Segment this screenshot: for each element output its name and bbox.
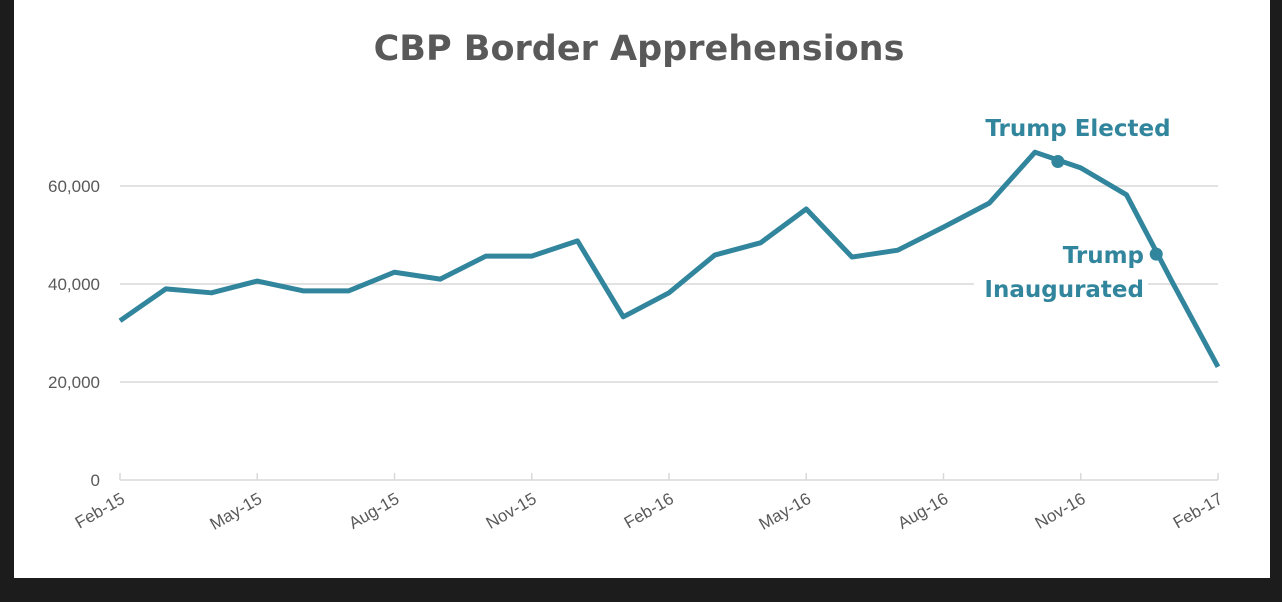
- trump-inaugurated-marker: [1149, 247, 1163, 261]
- trump-elected-marker: [1051, 155, 1065, 168]
- trump-elected-label: Trump Elected: [985, 116, 1170, 142]
- y-tick-label: 0: [91, 471, 100, 490]
- x-tick-label: Nov-15: [483, 489, 540, 533]
- x-tick-label: Nov-16: [1032, 489, 1089, 533]
- x-tick-label: Aug-16: [895, 489, 952, 533]
- y-tick-label: 40,000: [48, 275, 100, 294]
- chart-panel: CBP Border Apprehensions 0 20,000 40,000 60…: [14, 0, 1270, 578]
- trump-inaugurated-label: Trump: [1063, 243, 1144, 269]
- x-tick-label: May-15: [207, 489, 266, 534]
- y-tick-label: 20,000: [48, 373, 100, 392]
- x-tick-label: Feb-15: [72, 489, 128, 532]
- x-tick-label: Feb-16: [621, 489, 677, 532]
- y-tick-label: 60,000: [48, 177, 100, 196]
- x-tick-label: Aug-15: [346, 489, 403, 533]
- label-background: [974, 270, 1148, 304]
- trump-inaugurated-label: Inaugurated: [984, 277, 1144, 303]
- line-chart: CBP Border Apprehensions 0 20,000 40,000 60…: [48, 29, 1226, 534]
- chart-title: CBP Border Apprehensions: [374, 29, 905, 69]
- series-line: [118, 149, 1221, 368]
- x-tick-label: Feb-17: [1170, 489, 1226, 532]
- x-tick-label: May-16: [756, 489, 815, 534]
